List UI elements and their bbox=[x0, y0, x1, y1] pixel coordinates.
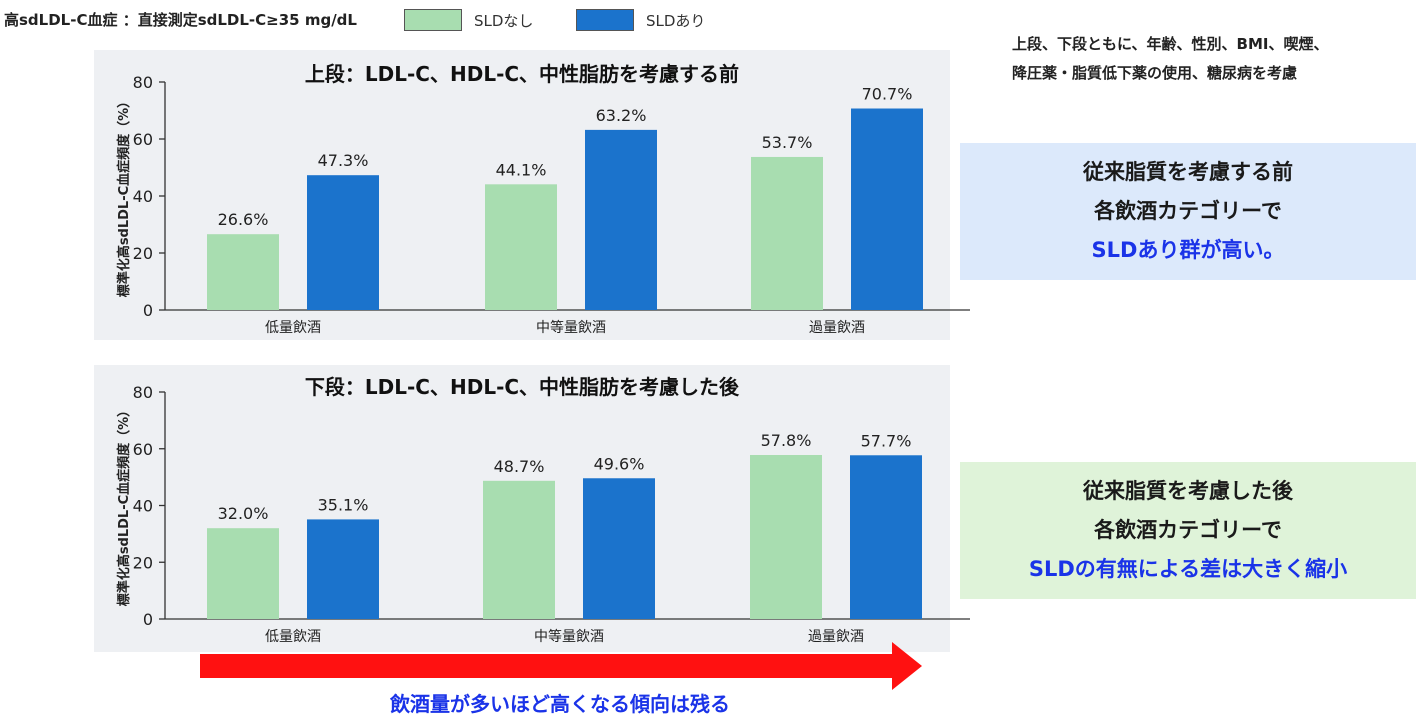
top-bar-value-label: 70.7% bbox=[862, 85, 913, 104]
legend-item-sld-present: SLDあり bbox=[576, 8, 705, 32]
legend-swatch-sld-none bbox=[404, 9, 462, 31]
top-y-tick-label: 0 bbox=[143, 301, 153, 320]
bottom-category-label: 低量飲酒 bbox=[265, 629, 321, 645]
bottom-y-tick-label: 20 bbox=[133, 553, 153, 572]
bottom-y-tick-label: 80 bbox=[133, 383, 153, 402]
top-bar bbox=[207, 234, 279, 310]
top-y-tick-label: 80 bbox=[133, 73, 153, 92]
top-y-axis-label: 標準化高sdLDL-C血症頻度（%） bbox=[116, 95, 132, 297]
callout-before: 従来脂質を考慮する前 各飲酒カテゴリーで SLDあり群が高い。 bbox=[960, 143, 1416, 280]
bottom-y-axis-label: 標準化高sdLDL-C血症頻度（%） bbox=[116, 404, 132, 606]
top-bar-value-label: 44.1% bbox=[496, 160, 547, 179]
callout-after-line1: 従来脂質を考慮した後 bbox=[1083, 479, 1293, 503]
legend-item-sld-none: SLDなし bbox=[404, 8, 533, 32]
top-bar-value-label: 53.7% bbox=[762, 133, 813, 152]
top-bar-value-label: 26.6% bbox=[218, 210, 269, 229]
callout-before-line1: 従来脂質を考慮する前 bbox=[1083, 160, 1293, 184]
top-bar bbox=[485, 184, 557, 310]
legend-label-sld-none: SLDなし bbox=[474, 11, 534, 30]
top-bar-value-label: 47.3% bbox=[318, 151, 369, 170]
bottom-bar bbox=[307, 519, 379, 619]
adjustment-note-line2: 降圧薬・脂質低下薬の使用、糖尿病を考慮 bbox=[1012, 64, 1298, 82]
trend-text: 飲酒量が多いほど高くなる傾向は残る bbox=[390, 692, 730, 716]
figure-header: 高sdLDL-C血症 ：直接測定sdLDL-C≥35 mg/dL bbox=[4, 11, 357, 29]
bottom-y-tick-label: 40 bbox=[133, 497, 153, 516]
bottom-category-label: 中等量飲酒 bbox=[534, 628, 604, 645]
callout-after: 従来脂質を考慮した後 各飲酒カテゴリーで SLDの有無による差は大きく縮小 bbox=[960, 462, 1416, 599]
bottom-bar bbox=[483, 480, 555, 619]
chart-top-title: 上段：LDL-C、HDL-C、中性脂肪を考慮する前 bbox=[304, 62, 740, 86]
top-y-tick-label: 60 bbox=[133, 130, 153, 149]
trend-arrow-shape bbox=[200, 642, 922, 690]
bottom-bar-value-label: 32.0% bbox=[218, 504, 269, 523]
bottom-bar bbox=[750, 454, 822, 619]
bottom-bar-value-label: 57.7% bbox=[861, 431, 912, 450]
bottom-y-tick-label: 60 bbox=[133, 440, 153, 459]
bottom-bar bbox=[207, 528, 279, 619]
trend-arrow bbox=[200, 642, 922, 690]
top-category-label: 低量飲酒 bbox=[265, 320, 321, 336]
callout-after-line3: SLDの有無による差は大きく縮小 bbox=[1028, 557, 1348, 581]
adjustment-note-line1: 上段、下段ともに、年齢、性別、BMI、喫煙、 bbox=[1012, 35, 1329, 53]
top-y-tick-label: 40 bbox=[133, 187, 153, 206]
top-bar bbox=[307, 175, 379, 310]
top-category-label: 過量飲酒 bbox=[809, 320, 865, 336]
top-y-tick-label: 20 bbox=[133, 244, 153, 263]
chart-bottom-title: 下段：LDL-C、HDL-C、中性脂肪を考慮した後 bbox=[304, 375, 740, 399]
top-bar bbox=[851, 108, 923, 310]
legend-swatch-sld-present bbox=[576, 9, 634, 31]
callout-before-line2: 各飲酒カテゴリーで bbox=[1094, 199, 1282, 223]
bottom-bar-value-label: 57.8% bbox=[761, 431, 812, 450]
top-bar bbox=[751, 156, 823, 310]
callout-after-line2: 各飲酒カテゴリーで bbox=[1094, 518, 1282, 542]
bottom-bar-value-label: 35.1% bbox=[318, 495, 369, 514]
bottom-bar bbox=[850, 455, 922, 619]
bottom-category-label: 過量飲酒 bbox=[808, 629, 864, 645]
adjustment-note: 上段、下段ともに、年齢、性別、BMI、喫煙、 降圧薬・脂質低下薬の使用、糖尿病を… bbox=[1012, 30, 1412, 88]
top-bar bbox=[585, 129, 657, 310]
legend-label-sld-present: SLDあり bbox=[646, 11, 706, 30]
bottom-bar-value-label: 48.7% bbox=[494, 457, 545, 476]
bottom-bar-value-label: 49.6% bbox=[594, 454, 645, 473]
bottom-bar bbox=[583, 478, 655, 619]
bottom-y-tick-label: 0 bbox=[143, 610, 153, 629]
top-category-label: 中等量飲酒 bbox=[536, 319, 606, 336]
top-bar-value-label: 63.2% bbox=[596, 106, 647, 125]
callout-before-line3: SLDあり群が高い。 bbox=[1091, 238, 1285, 262]
